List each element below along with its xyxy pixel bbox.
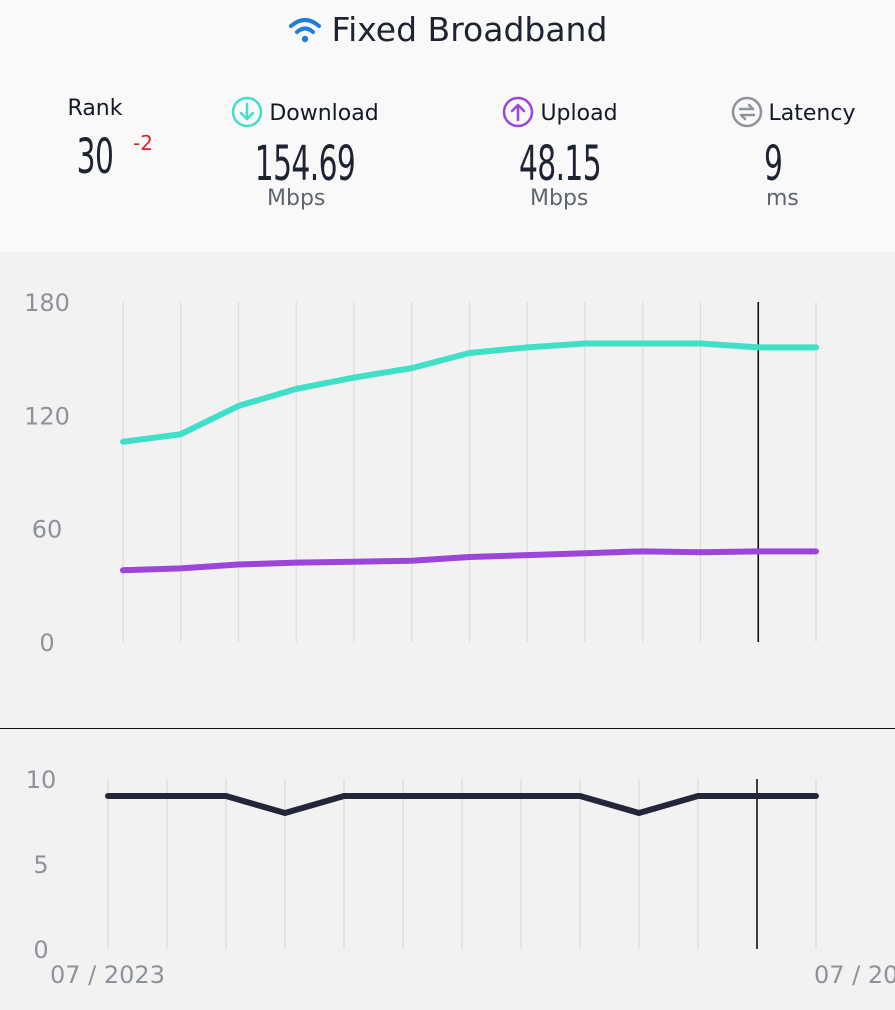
y-tick-label: 10 [26, 766, 57, 794]
upload-arrow-icon [503, 96, 534, 128]
y-tick-label: 120 [24, 402, 70, 430]
latency-chart: 0 5 10 07 / 2023 07 / 2024 [26, 766, 895, 989]
metric-download: Download 154.69 Mbps [215, 96, 395, 211]
upload-unit: Mbps [530, 186, 589, 211]
x-tick-label: 07 / 2023 [50, 961, 165, 989]
y-tick-label: 5 [33, 851, 48, 879]
latency-unit: ms [766, 186, 799, 211]
page-title: Fixed Broadband [0, 10, 895, 49]
header: Fixed Broadband Rank 30 -2 Download 154.… [0, 0, 895, 252]
wifi-icon [288, 18, 321, 43]
download-arrow-icon [232, 96, 263, 128]
latency-label-text: Latency [768, 101, 856, 126]
upload-label-text: Upload [540, 101, 618, 126]
download-label-text: Download [269, 101, 379, 126]
latency-value: 9 [764, 136, 783, 192]
series-line-download [120, 340, 819, 445]
download-value: 154.69 [254, 136, 356, 192]
metric-rank: Rank 30 [50, 96, 140, 187]
rank-change: -2 [133, 131, 153, 155]
latency-arrows-icon [731, 96, 762, 128]
y-tick-label: 180 [24, 289, 70, 317]
y-tick-label: 60 [32, 516, 63, 544]
title-text: Fixed Broadband [331, 10, 608, 49]
metric-latency: Latency 9 ms [718, 96, 868, 211]
latency-label: Latency [718, 96, 868, 128]
rank-label: Rank [67, 96, 123, 121]
y-tick-label: 0 [33, 936, 48, 964]
upload-value: 48.15 [518, 136, 602, 192]
download-unit: Mbps [267, 186, 326, 211]
y-tick-label: 0 [39, 629, 54, 657]
series-line-latency [105, 793, 819, 816]
rank-value: 30 [76, 129, 114, 185]
x-tick-label: 07 / 2024 [814, 961, 895, 989]
chart-divider [0, 728, 895, 729]
download-label: Download [215, 96, 395, 128]
series-line-upload [120, 548, 819, 574]
metric-upload: Upload 48.15 Mbps [480, 96, 640, 211]
upload-label: Upload [480, 96, 640, 128]
speed-chart: 0 60 120 180 [24, 289, 819, 657]
